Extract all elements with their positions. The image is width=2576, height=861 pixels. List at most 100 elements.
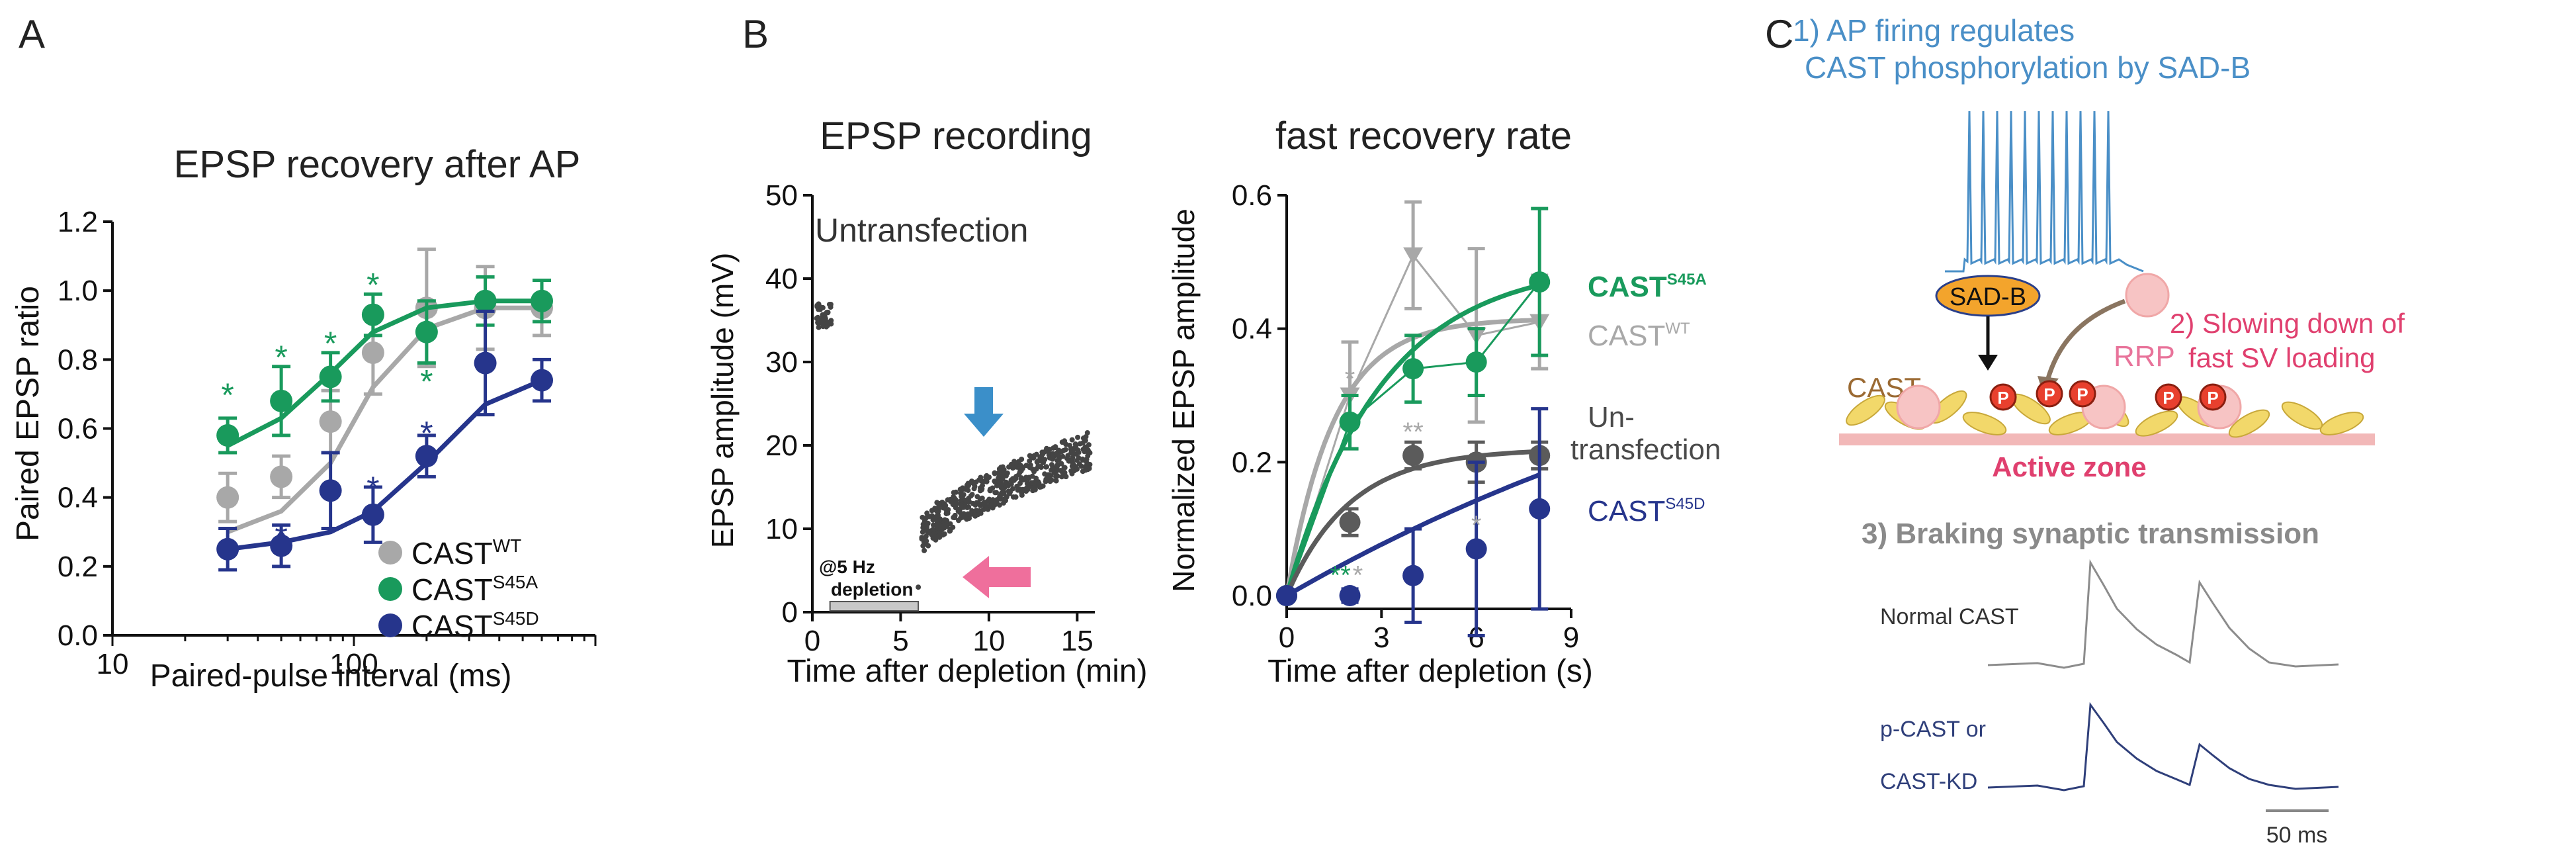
b-point	[943, 502, 949, 508]
b-point	[1031, 487, 1037, 493]
b-point	[817, 320, 823, 326]
b-point	[1082, 464, 1088, 470]
step1-line1: 1) AP firing regulates	[1793, 13, 2075, 48]
b-point	[990, 505, 996, 511]
b-point	[997, 494, 1003, 500]
legend-s45d-marker	[378, 613, 402, 637]
b-point	[1068, 446, 1074, 452]
b-point	[937, 523, 943, 529]
b-point	[1019, 487, 1025, 493]
phospho-label: P	[1997, 388, 2008, 408]
chart-a-legend: CASTWT CASTS45A CASTS45D	[378, 535, 539, 643]
chart-c-plot: 0.00.20.40.60 3 6 9****** *	[1232, 179, 1579, 654]
b-point	[936, 500, 942, 506]
c-point-s45a	[1339, 411, 1361, 433]
cast-protein	[2281, 401, 2323, 430]
b-xtick-label: 15	[1061, 625, 1094, 657]
b-point	[820, 324, 826, 330]
b-point	[953, 489, 959, 495]
depletion-bar	[829, 601, 920, 612]
b-point	[828, 304, 834, 310]
b-point	[1027, 462, 1033, 468]
b-point	[1086, 442, 1092, 448]
c-point-s45d	[1339, 585, 1361, 606]
b-point	[1024, 485, 1030, 491]
a-ytick-label: 0.4	[58, 482, 98, 514]
phospho-marker	[2036, 380, 2063, 408]
depletion-label-line1: @5 Hz	[819, 557, 875, 577]
b-point	[1006, 464, 1012, 470]
phospho-label: P	[2163, 388, 2174, 408]
a-point-s45d	[415, 445, 438, 468]
b-point	[1000, 486, 1006, 492]
b-point	[1062, 465, 1068, 471]
b-point	[1000, 474, 1006, 480]
b-point	[1054, 451, 1060, 457]
series-label-untr-1: Un-	[1588, 401, 1635, 433]
b-ytick-label: 20	[765, 430, 798, 462]
b-point	[978, 510, 984, 516]
b-point	[922, 535, 928, 541]
b-point	[1063, 474, 1069, 480]
b-point	[1038, 464, 1044, 470]
a-point-wt	[361, 341, 384, 364]
pcast-label-1: p-CAST or	[1880, 717, 1986, 742]
b-point	[952, 515, 958, 521]
b-point	[1074, 457, 1080, 463]
b-point	[930, 522, 936, 528]
c-point-s45d	[1402, 565, 1424, 586]
b-ytick-label: 30	[765, 346, 798, 379]
a-star: *	[275, 518, 287, 555]
cast-protein	[2228, 409, 2270, 438]
b-point	[1085, 447, 1091, 453]
b-point	[1019, 464, 1025, 470]
b-point	[963, 497, 968, 503]
b-point	[1044, 445, 1050, 451]
b-point	[816, 324, 822, 330]
panel-b-letter: B	[742, 12, 769, 56]
chart-a-xlabel: Paired-pulse interval (ms)	[150, 658, 512, 694]
pink-left-arrow-icon	[963, 556, 1031, 598]
b-point	[1068, 450, 1074, 456]
a-star: *	[366, 267, 379, 304]
a-point-wt	[319, 410, 342, 433]
a-point-s45d	[319, 479, 342, 502]
step2-line2: fast SV loading	[2188, 342, 2376, 373]
b-point	[1059, 474, 1065, 480]
b-point	[1077, 441, 1083, 447]
cast-protein	[1846, 394, 1885, 426]
b-point	[1037, 454, 1043, 460]
c-star: *	[1345, 364, 1355, 393]
b-point	[1051, 445, 1056, 451]
chart-b-annotation: Untransfection	[815, 212, 1028, 249]
b-point	[994, 482, 1000, 488]
b-point	[920, 525, 926, 531]
black-down-arrow-icon	[1978, 316, 1998, 371]
b-point	[1009, 465, 1015, 471]
active-zone-label: Active zone	[1992, 451, 2146, 482]
b-point	[1060, 453, 1066, 459]
b-point	[980, 506, 986, 512]
b-point	[1001, 496, 1007, 502]
c-xtick-label: 3	[1373, 621, 1389, 654]
b-point	[1054, 463, 1060, 469]
b-point	[1017, 480, 1023, 486]
b-point	[1075, 434, 1081, 440]
b-ytick-label: 40	[765, 263, 798, 295]
a-point-wt	[216, 486, 239, 509]
b-point	[965, 487, 971, 493]
b-point	[937, 532, 943, 538]
legend-s45a-marker	[378, 577, 402, 601]
b-point	[1039, 449, 1045, 455]
b-point	[986, 475, 992, 480]
chart-c-ylabel: Normalized EPSP amplitude	[1166, 208, 1201, 592]
legend-s45d-label: CASTS45D	[411, 608, 539, 643]
a-ytick-label: 0.0	[58, 619, 98, 652]
b-point	[1023, 463, 1029, 469]
b-point	[1080, 435, 1086, 441]
b-point	[1054, 457, 1060, 463]
b-point	[972, 502, 978, 508]
step2-line1: 2) Slowing down of	[2170, 308, 2405, 339]
docked-vesicle	[1896, 385, 1941, 430]
